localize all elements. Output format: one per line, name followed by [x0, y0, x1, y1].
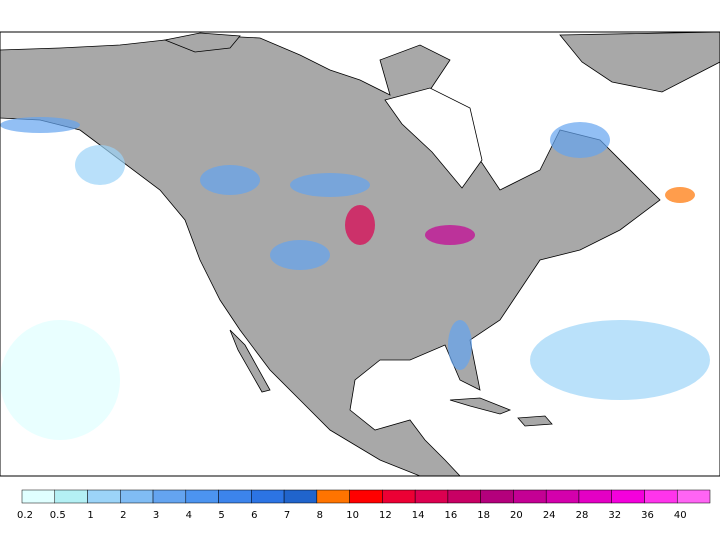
color-box [545, 489, 580, 504]
color-box [414, 489, 449, 504]
colorbar-label: 12 [379, 510, 392, 521]
colorbar-label: 16 [445, 510, 458, 521]
color-box [21, 489, 56, 504]
colorbar-label: 0.5 [50, 510, 66, 521]
precip-area [290, 173, 370, 197]
precip-area [530, 320, 710, 400]
colorbar-label: 0.2 [17, 510, 33, 521]
color-box [87, 489, 121, 504]
precip-area [425, 225, 475, 245]
map-frame [0, 31, 720, 477]
cuba [449, 397, 512, 415]
precip-area [0, 320, 120, 440]
colorbar-label: 3 [153, 510, 159, 521]
color-box [676, 489, 711, 504]
precip-area [345, 205, 375, 245]
colorbar-label: 6 [251, 510, 257, 521]
colorbar-label: 36 [641, 510, 654, 521]
colorbar-label: 14 [412, 510, 425, 521]
colorbar-label: 24 [543, 510, 556, 521]
color-box [218, 489, 252, 504]
precip-area [75, 145, 125, 185]
colorbar-label: 18 [477, 510, 490, 521]
baja [229, 329, 271, 393]
colorbar-label: 2 [120, 510, 126, 521]
map [0, 31, 720, 477]
colorbar-label: 5 [218, 510, 224, 521]
color-box [349, 489, 383, 504]
colorbar-label: 8 [317, 510, 323, 521]
colorbar: 0.2 0.5 1 2 3 4 5 6 7 8 10 12 14 16 18 20 24 28 32 36 40 [17, 489, 711, 521]
precip-area [0, 117, 80, 133]
color-box [54, 489, 88, 504]
color-box [382, 489, 416, 504]
color-box [120, 489, 154, 504]
color-box [480, 489, 514, 504]
color-box [152, 489, 187, 504]
colorbar-label: 1 [87, 510, 93, 521]
color-box [578, 489, 612, 504]
colorbar-label: 40 [674, 510, 687, 521]
precipitation [0, 117, 710, 440]
colorbar-label: 7 [284, 510, 290, 521]
colorbar-label: 4 [186, 510, 192, 521]
colorbar-label: 10 [346, 510, 359, 521]
hispaniola [517, 415, 553, 427]
precip-area [665, 187, 695, 203]
arctic-islands [163, 32, 241, 53]
precip-area [200, 165, 260, 195]
colorbar-label: 32 [608, 510, 621, 521]
greenland [559, 31, 720, 93]
color-box [447, 489, 481, 504]
precip-area [448, 320, 472, 370]
colorbar-label: 20 [510, 510, 523, 521]
color-box [251, 489, 285, 504]
color-box [283, 489, 318, 504]
color-box [316, 489, 350, 504]
precip-area [550, 122, 610, 158]
color-box [185, 489, 219, 504]
color-box [611, 489, 645, 504]
precip-area [270, 240, 330, 270]
color-box [644, 489, 678, 504]
color-box [513, 489, 547, 504]
hudson-bay [384, 87, 483, 189]
colorbar-label: 28 [576, 510, 589, 521]
